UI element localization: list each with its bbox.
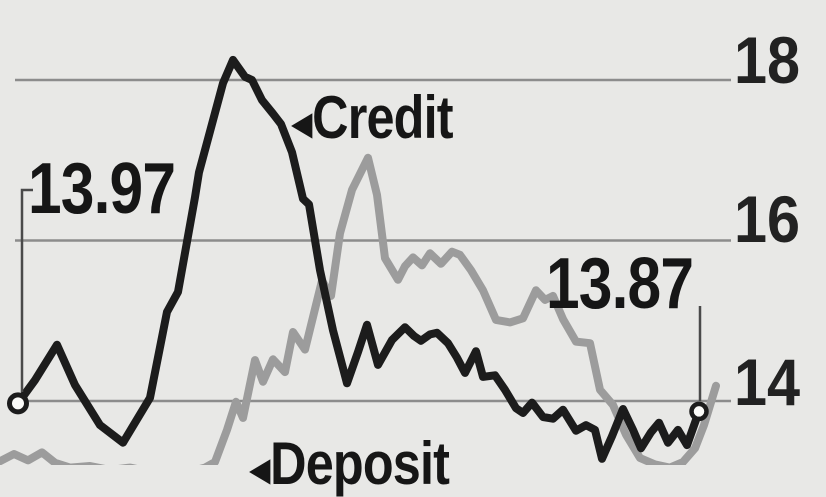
credit-start-value-label: 13.97 <box>28 149 176 229</box>
left-arrow-icon: ◀ <box>292 105 313 141</box>
start-marker <box>7 392 29 415</box>
y-axis-tick-16: 16 <box>734 182 801 256</box>
credit-end-value-label: 13.87 <box>546 244 694 324</box>
start-callout-line <box>20 188 33 392</box>
end-marker <box>689 401 709 422</box>
y-axis-tick-14: 14 <box>734 345 801 419</box>
left-arrow-icon: ◀ <box>250 451 271 487</box>
y-axis-tick-18: 18 <box>734 23 801 97</box>
deposit-series-label-text: Deposit <box>270 430 450 497</box>
credit-series-label: ◀Credit <box>292 88 454 148</box>
credit-line <box>14 55 703 463</box>
deposit-series-label: ◀Deposit <box>250 434 450 494</box>
news-chart-figure: { "chart_data": { "type": "line", "title… <box>0 23 801 494</box>
credit-series-label-text: Credit <box>312 84 453 151</box>
deposit-line <box>0 153 720 465</box>
interest-rates-line-chart: 13.97 13.87 ◀Credit ◀Deposit 18 16 14 <box>0 23 801 494</box>
chart-svg <box>0 55 731 465</box>
